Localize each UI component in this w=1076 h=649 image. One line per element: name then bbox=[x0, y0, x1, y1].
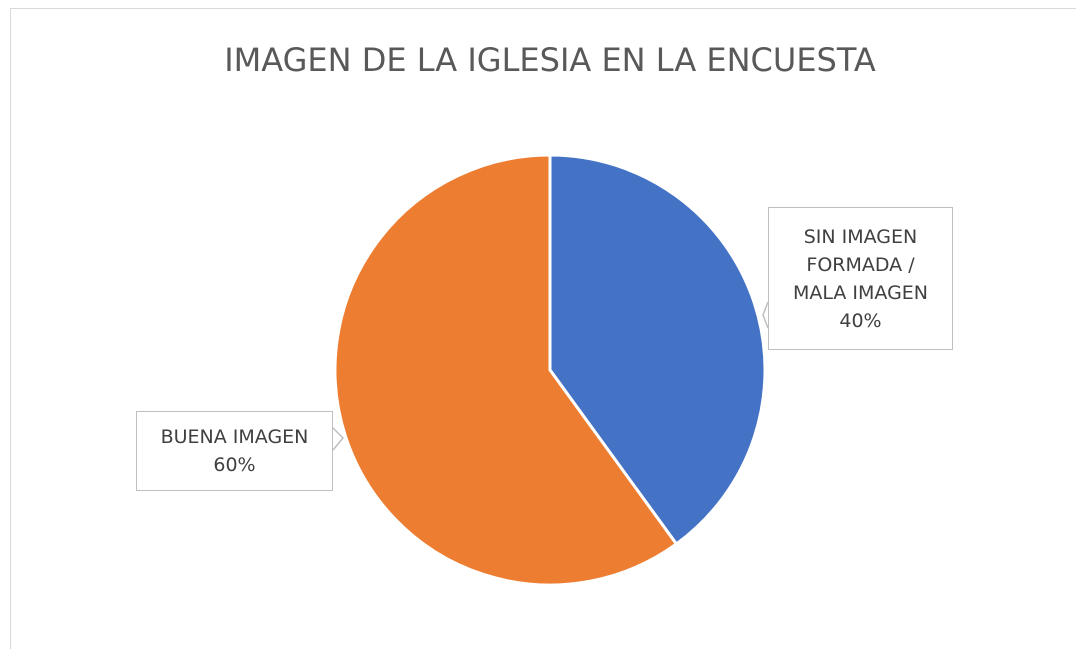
data-label-category: BUENA IMAGEN bbox=[160, 426, 309, 448]
chart-frame bbox=[10, 8, 1076, 649]
pie-slice bbox=[548, 153, 767, 547]
data-label-value: 40% bbox=[839, 309, 882, 332]
callout-pointer bbox=[332, 427, 345, 451]
chart-title: IMAGEN DE LA IGLESIA EN LA ENCUESTA bbox=[224, 41, 876, 79]
data-label: SIN IMAGEN FORMADA / MALA IMAGEN 40% bbox=[768, 207, 953, 350]
data-label: BUENA IMAGEN 60% bbox=[136, 411, 333, 491]
callout-pointer bbox=[762, 301, 769, 329]
data-label-value: 60% bbox=[213, 454, 256, 476]
pie-slice bbox=[333, 153, 679, 587]
data-label-category: SIN IMAGEN FORMADA / MALA IMAGEN bbox=[792, 225, 929, 304]
